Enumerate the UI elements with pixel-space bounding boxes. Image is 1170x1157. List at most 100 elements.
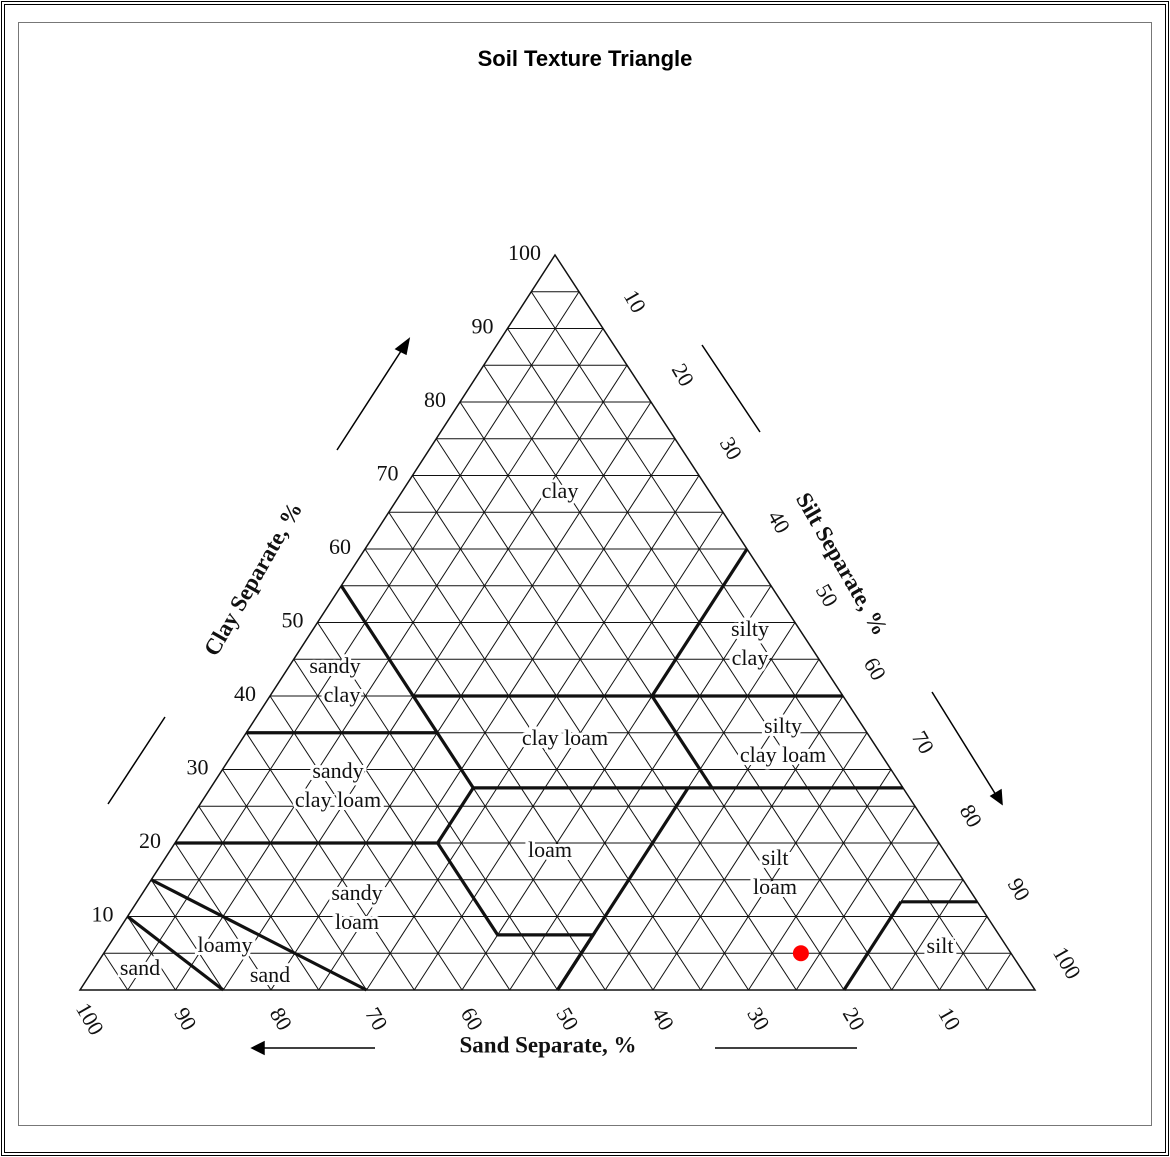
sand-tick-label: 50 bbox=[551, 1003, 584, 1035]
grid-sand bbox=[530, 291, 988, 991]
silt-tick-label: 10 bbox=[619, 285, 652, 317]
grid-sand bbox=[150, 879, 224, 991]
sample-point bbox=[792, 945, 809, 962]
silt-tick-label: 80 bbox=[955, 800, 988, 832]
outer-frame-inner bbox=[4, 4, 1166, 1153]
clay-tick-label: 30 bbox=[187, 755, 209, 780]
clay-axis-label: Clay Separate, % bbox=[199, 498, 307, 660]
grid-silt bbox=[939, 916, 988, 991]
silt-axis-label: Silt Separate, % bbox=[791, 488, 893, 639]
clay-arrow bbox=[336, 347, 404, 451]
clay-tick-label: 50 bbox=[282, 608, 304, 633]
region-label: sand bbox=[250, 962, 290, 987]
region-label: clay loam bbox=[522, 725, 608, 750]
silt-tick-label: 100 bbox=[1048, 942, 1086, 983]
class-boundary bbox=[411, 695, 903, 790]
grid-sand bbox=[245, 732, 415, 991]
silt-line bbox=[701, 344, 761, 433]
sand-arrowhead bbox=[250, 1040, 265, 1056]
region-label: silty bbox=[764, 713, 802, 738]
region-label: sandy bbox=[309, 653, 360, 678]
region-label: clay bbox=[732, 645, 769, 670]
arrows bbox=[107, 337, 1003, 1056]
grid-silt bbox=[748, 769, 892, 991]
region-label: clay loam bbox=[295, 787, 381, 812]
grid-sand bbox=[388, 511, 702, 991]
grid-silt bbox=[318, 438, 676, 991]
class-boundary bbox=[556, 787, 690, 991]
sand-tick-label: 100 bbox=[71, 998, 109, 1039]
region-label: loam bbox=[335, 909, 379, 934]
silt-tick-label: 90 bbox=[1003, 873, 1036, 905]
sand-tick-label: 10 bbox=[933, 1003, 966, 1035]
class-boundary bbox=[650, 548, 749, 697]
grid-sand bbox=[483, 364, 893, 991]
clay-tick-label: 40 bbox=[234, 681, 256, 706]
grid-sand bbox=[435, 438, 797, 991]
sand-tick-label: 40 bbox=[647, 1003, 680, 1035]
class-boundary bbox=[126, 915, 225, 992]
clay-tick-label: 70 bbox=[377, 461, 399, 486]
title: Soil Texture Triangle bbox=[478, 46, 693, 71]
clay-line bbox=[107, 716, 166, 805]
silt-tick-label: 60 bbox=[859, 653, 892, 685]
sand-tick-label: 90 bbox=[169, 1003, 202, 1035]
sand-tick-label: 30 bbox=[742, 1003, 775, 1035]
grid-sand bbox=[222, 769, 367, 991]
region-label: clay bbox=[324, 682, 361, 707]
clay-tick-label: 80 bbox=[424, 387, 446, 412]
sand-tick-label: 70 bbox=[360, 1003, 393, 1035]
sand-tick-label: 60 bbox=[456, 1003, 489, 1035]
grid-silt bbox=[127, 291, 580, 991]
region-label: silt bbox=[762, 845, 789, 870]
region-label: silty bbox=[731, 616, 769, 641]
clay-tick-label: 100 bbox=[508, 240, 541, 265]
grid-silt bbox=[652, 695, 844, 991]
region-label: sand bbox=[120, 955, 160, 980]
sand-tick-label: 20 bbox=[838, 1003, 871, 1035]
grid-silt bbox=[795, 805, 916, 991]
silt-tick-label: 40 bbox=[763, 506, 796, 538]
silt-tick-label: 50 bbox=[811, 579, 844, 611]
grid bbox=[78, 253, 1037, 991]
clay-tick-label: 90 bbox=[472, 314, 494, 339]
region-label: clay loam bbox=[740, 742, 826, 767]
grid-silt bbox=[222, 364, 628, 991]
region-label: silt bbox=[927, 933, 954, 958]
region-label: loam bbox=[528, 837, 572, 862]
clay-tick-label: 60 bbox=[329, 534, 351, 559]
sand-tick-label: 80 bbox=[265, 1003, 298, 1035]
class-boundary bbox=[339, 584, 843, 698]
region-label: clay bbox=[542, 478, 579, 503]
grid-sand bbox=[103, 952, 129, 991]
grid-silt bbox=[986, 952, 1012, 991]
grid-silt bbox=[604, 658, 820, 991]
region-label: sandy bbox=[331, 880, 382, 905]
clay-arrowhead bbox=[394, 337, 411, 356]
region-label: loam bbox=[753, 874, 797, 899]
boundaries bbox=[126, 548, 978, 992]
silt-tick-label: 20 bbox=[667, 359, 700, 391]
grid-silt bbox=[413, 511, 724, 991]
class-boundary bbox=[650, 695, 714, 789]
panel-frame bbox=[18, 22, 1152, 1126]
class-boundary bbox=[842, 900, 903, 991]
region-label: loamy bbox=[198, 932, 253, 957]
silt-arrowhead bbox=[989, 788, 1003, 806]
silt-tick-label: 70 bbox=[907, 726, 940, 758]
grid-sand bbox=[198, 805, 320, 991]
class-boundary bbox=[150, 878, 368, 992]
grid-sand bbox=[127, 916, 176, 991]
clay-tick-label: 20 bbox=[139, 828, 161, 853]
silt-arrow bbox=[931, 691, 997, 796]
sand-axis-label: Sand Separate, % bbox=[460, 1032, 637, 1057]
clay-tick-label: 10 bbox=[92, 902, 114, 927]
grid-silt bbox=[891, 879, 964, 991]
grid-sand bbox=[293, 658, 511, 991]
silt-tick-label: 30 bbox=[715, 432, 748, 464]
region-label: sandy bbox=[312, 758, 363, 783]
grid-sand bbox=[317, 622, 558, 991]
grid-silt bbox=[700, 732, 868, 991]
